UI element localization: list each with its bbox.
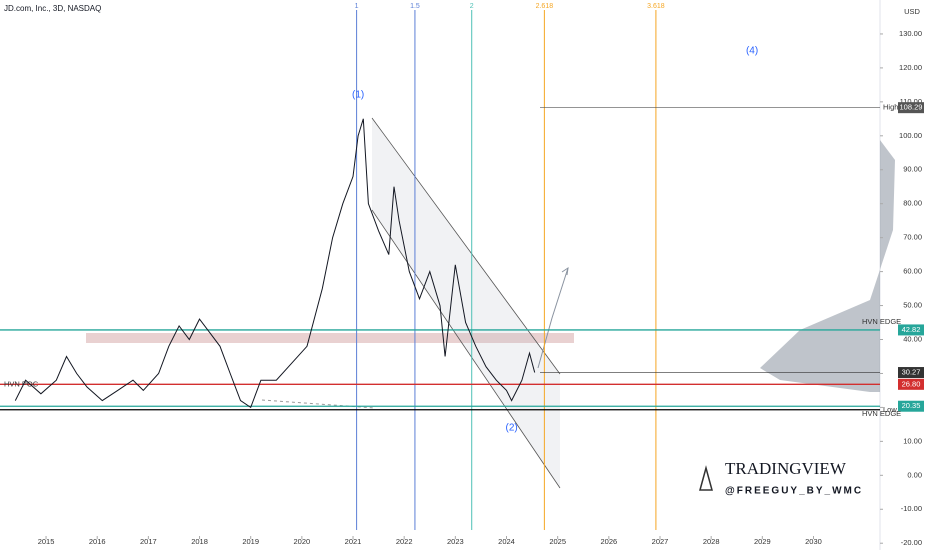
x-tick-label: 2029 bbox=[754, 537, 771, 546]
watermark-author: @FREEGUY_BY_WMC bbox=[725, 486, 863, 497]
channel-line bbox=[371, 117, 561, 375]
y-tick-label: 90.00 bbox=[903, 165, 922, 174]
price-label: 26.80 bbox=[902, 379, 921, 388]
x-tick-label: 2027 bbox=[652, 537, 669, 546]
y-tick-label: 100.00 bbox=[899, 131, 922, 140]
x-tick-label: 2017 bbox=[140, 537, 157, 546]
channel-line bbox=[371, 209, 561, 489]
wave-label: (1) bbox=[352, 90, 364, 101]
fib-time-label: 1 bbox=[355, 3, 359, 10]
fib-time-label: 1.5 bbox=[410, 3, 420, 10]
x-tick-label: 2021 bbox=[345, 537, 362, 546]
arrow-head bbox=[561, 266, 569, 276]
price-label-bg bbox=[898, 400, 924, 412]
y-tick-label: 110.00 bbox=[900, 97, 922, 106]
fib-time-label: 2.618 bbox=[536, 3, 554, 10]
level-name: HVN POC bbox=[4, 379, 39, 388]
watermark: TRADINGVIEW @FREEGUY_BY_WMC bbox=[699, 459, 863, 497]
level-name: High bbox=[883, 103, 898, 112]
x-tick-label: 2022 bbox=[396, 537, 413, 546]
projection-arrow bbox=[537, 267, 569, 369]
level-name: HVN EDGE bbox=[862, 317, 901, 326]
wave-label: (4) bbox=[746, 46, 758, 57]
x-tick-label: 2026 bbox=[600, 537, 617, 546]
x-tick-label: 2020 bbox=[294, 537, 311, 546]
x-tick-label: 2016 bbox=[89, 537, 106, 546]
fib-time-label: 2 bbox=[470, 3, 474, 10]
y-tick-label: 60.00 bbox=[903, 267, 922, 276]
x-tick-label: 2030 bbox=[805, 537, 822, 546]
y-tick-label: 120.00 bbox=[899, 63, 922, 72]
price-label-bg bbox=[898, 378, 924, 390]
wave-label: (2) bbox=[506, 422, 518, 433]
price-line bbox=[14, 118, 536, 409]
x-tick-label: 2015 bbox=[38, 537, 55, 546]
chart-title: JD.com, Inc., 3D, NASDAQ bbox=[4, 4, 101, 13]
price-label: 42.82 bbox=[902, 325, 921, 334]
y-tick-label: -10.00 bbox=[901, 504, 922, 513]
price-label-bg bbox=[898, 324, 924, 336]
channel-fill bbox=[372, 118, 560, 488]
y-tick-label: 70.00 bbox=[903, 233, 922, 242]
currency: USD bbox=[904, 7, 920, 16]
watermark-brand: TRADINGVIEW bbox=[725, 459, 847, 478]
y-tick-label: 0.00 bbox=[907, 470, 922, 479]
x-tick-label: 2028 bbox=[703, 537, 720, 546]
level-name: HVN EDGE bbox=[862, 409, 901, 418]
x-tick-label: 2018 bbox=[191, 537, 208, 546]
y-tick-label: 40.00 bbox=[903, 334, 922, 343]
y-tick-label: 130.00 bbox=[899, 29, 922, 38]
fib-time-label: 3.618 bbox=[647, 3, 665, 10]
y-tick-label: 80.00 bbox=[903, 199, 922, 208]
y-tick-label: 10.00 bbox=[903, 436, 922, 445]
price-label: 20.35 bbox=[902, 401, 921, 410]
x-tick-label: 2023 bbox=[447, 537, 464, 546]
price-label-bg bbox=[898, 367, 924, 379]
price-label-bg bbox=[898, 102, 924, 114]
trend-line bbox=[261, 399, 376, 409]
logo bbox=[699, 465, 713, 491]
x-tick-label: 2025 bbox=[549, 537, 566, 546]
x-tick-label: 2024 bbox=[498, 537, 515, 546]
y-tick-label: 50.00 bbox=[903, 301, 922, 310]
supply-zone bbox=[86, 333, 574, 343]
volume-profile bbox=[760, 140, 895, 392]
x-tick-label: 2019 bbox=[242, 537, 259, 546]
level-name: Low bbox=[883, 405, 897, 414]
y-tick-label: -20.00 bbox=[901, 538, 922, 547]
price-label: 108.29 bbox=[900, 103, 923, 112]
price-label: 30.27 bbox=[902, 368, 921, 377]
